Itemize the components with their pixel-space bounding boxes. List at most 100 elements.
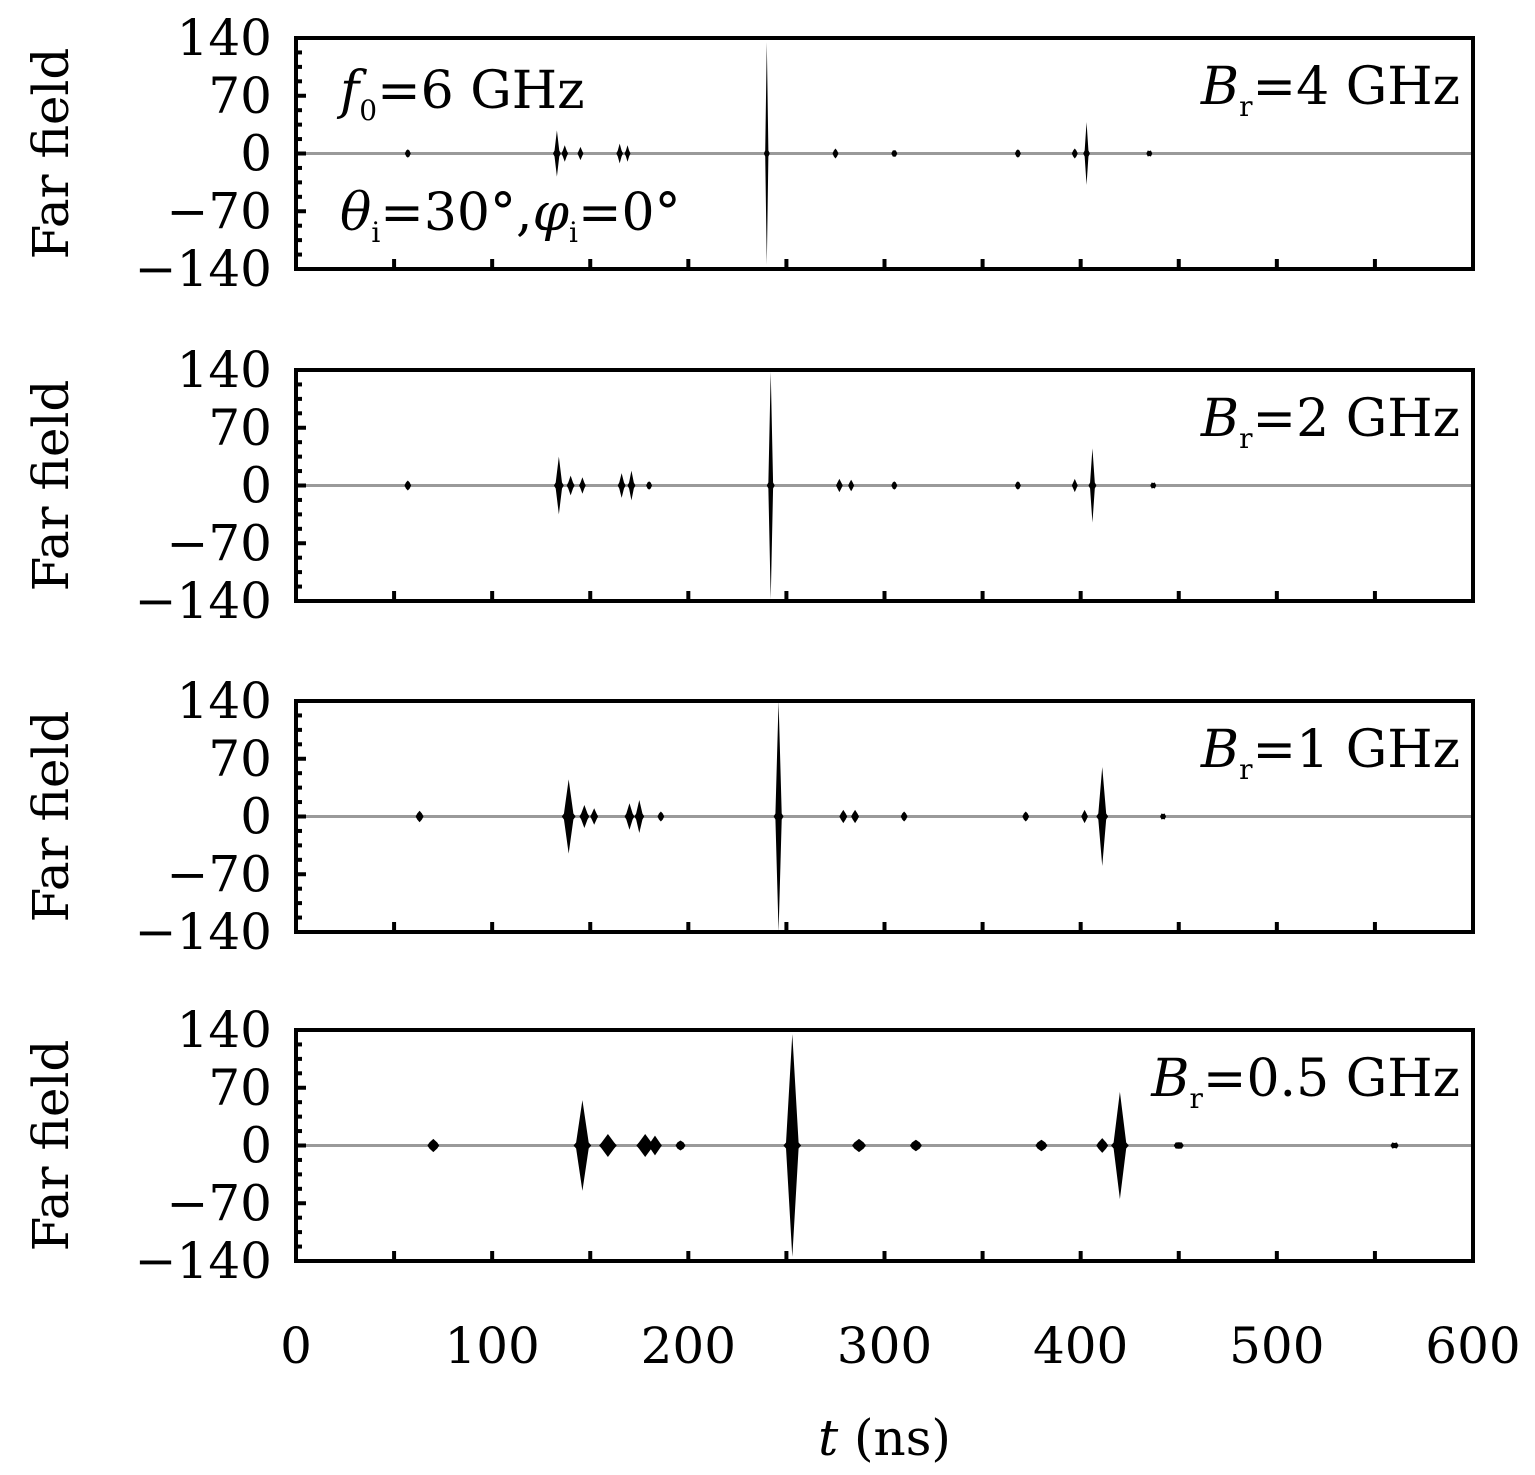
x-tick-label: 400 <box>1033 1317 1128 1375</box>
pulse-1 <box>404 480 412 491</box>
y-tick-label: 140 <box>177 1001 272 1059</box>
pulse-6 <box>675 1140 686 1151</box>
pulse-14 <box>1088 448 1097 523</box>
pulse-11 <box>891 481 898 490</box>
y-tick-label: −140 <box>135 903 272 961</box>
pulse-2 <box>573 1100 592 1191</box>
x-tick-label: 300 <box>837 1317 932 1375</box>
pulse-10 <box>1014 149 1021 158</box>
pulse-1 <box>415 810 424 823</box>
pulse-8 <box>766 371 775 600</box>
pulse-6 <box>634 800 645 833</box>
pulse-11 <box>1096 1138 1109 1153</box>
pulse-8 <box>852 1138 866 1153</box>
pulse-13 <box>1173 1142 1184 1149</box>
y-tick-label: 70 <box>208 67 272 125</box>
pulse-3 <box>566 475 575 496</box>
x-tick-label: 100 <box>444 1317 539 1375</box>
y-tick-label: 0 <box>240 125 272 183</box>
pulse-5 <box>616 143 624 164</box>
y-tick-label: −70 <box>166 514 272 572</box>
y-tick-label: −140 <box>135 1232 272 1290</box>
y-tick-label: 0 <box>240 1117 272 1175</box>
y-tick-label: 0 <box>240 788 272 846</box>
pulse-6 <box>627 470 636 501</box>
pulse-14 <box>1390 1142 1399 1149</box>
pulse-7 <box>657 811 665 822</box>
pulse-7 <box>783 1034 802 1257</box>
y-axis-title: Far field <box>22 380 80 592</box>
bandwidth-annotation: Br=2 GHz <box>1200 389 1460 455</box>
pulse-15 <box>1160 813 1167 820</box>
y-axis-title: Far field <box>22 711 80 923</box>
y-tick-label: 70 <box>208 399 272 457</box>
y-tick-label: −140 <box>135 240 272 298</box>
pulse-12 <box>1083 122 1090 185</box>
pulse-14 <box>1096 767 1109 866</box>
pulse-10 <box>851 809 860 824</box>
pulse-1 <box>404 149 411 158</box>
pulse-13 <box>1081 809 1088 824</box>
bandwidth-annotation: Br=1 GHz <box>1200 720 1460 786</box>
bandwidth-annotation: Br=0.5 GHz <box>1150 1049 1460 1115</box>
pulse-9 <box>909 1139 922 1152</box>
pulse-3 <box>561 145 569 162</box>
frequency-annotation: f0=6 GHz <box>336 61 585 127</box>
pulse-2 <box>552 130 561 177</box>
x-tick-label: 0 <box>280 1317 312 1375</box>
y-tick-label: −70 <box>166 1174 272 1232</box>
pulse-6 <box>624 145 631 162</box>
x-axis-title: t (ns) <box>818 1409 951 1467</box>
y-tick-label: −70 <box>166 845 272 903</box>
y-tick-label: 70 <box>208 730 272 788</box>
pulse-4 <box>590 808 599 825</box>
pulse-1 <box>427 1138 440 1153</box>
pulse-5 <box>624 803 635 830</box>
pulse-10 <box>1035 1139 1048 1152</box>
y-tick-label: 0 <box>240 457 272 515</box>
pulse-12 <box>1014 481 1021 490</box>
pulse-2 <box>553 456 564 515</box>
pulse-4 <box>579 477 586 494</box>
pulse-7 <box>646 481 653 490</box>
pulse-9 <box>891 150 898 157</box>
bandwidth-annotation: Br=4 GHz <box>1200 57 1460 123</box>
pulse-7 <box>763 42 770 265</box>
pulse-5 <box>617 473 626 498</box>
pulse-12 <box>1111 1091 1129 1200</box>
pulse-15 <box>1150 482 1157 489</box>
pulse-12 <box>1022 811 1030 822</box>
pulse-3 <box>599 1133 617 1158</box>
y-tick-label: 140 <box>177 672 272 730</box>
y-axis-title: Far field <box>22 48 80 260</box>
pulse-8 <box>832 148 839 159</box>
y-tick-label: 140 <box>177 9 272 67</box>
pulse-5 <box>648 1135 662 1156</box>
y-tick-label: −70 <box>166 182 272 240</box>
pulse-13 <box>1146 150 1153 157</box>
pulse-13 <box>1071 478 1078 493</box>
pulse-4 <box>577 146 584 161</box>
x-tick-label: 500 <box>1229 1317 1324 1375</box>
x-tick-label: 600 <box>1425 1317 1520 1375</box>
y-axis-title: Far field <box>22 1040 80 1252</box>
pulse-3 <box>579 804 590 829</box>
pulse-2 <box>561 779 576 854</box>
pulse-9 <box>839 809 848 824</box>
pulse-11 <box>900 811 908 822</box>
pulse-8 <box>773 701 784 932</box>
y-tick-label: 70 <box>208 1059 272 1117</box>
pulse-4 <box>636 1133 655 1158</box>
angle-annotation: θi=30°,φi=0° <box>340 183 681 249</box>
y-tick-label: −140 <box>135 572 272 630</box>
x-tick-label: 200 <box>641 1317 736 1375</box>
pulse-11 <box>1071 148 1078 159</box>
y-tick-label: 140 <box>177 341 272 399</box>
pulse-10 <box>848 479 855 492</box>
pulse-9 <box>836 478 843 493</box>
